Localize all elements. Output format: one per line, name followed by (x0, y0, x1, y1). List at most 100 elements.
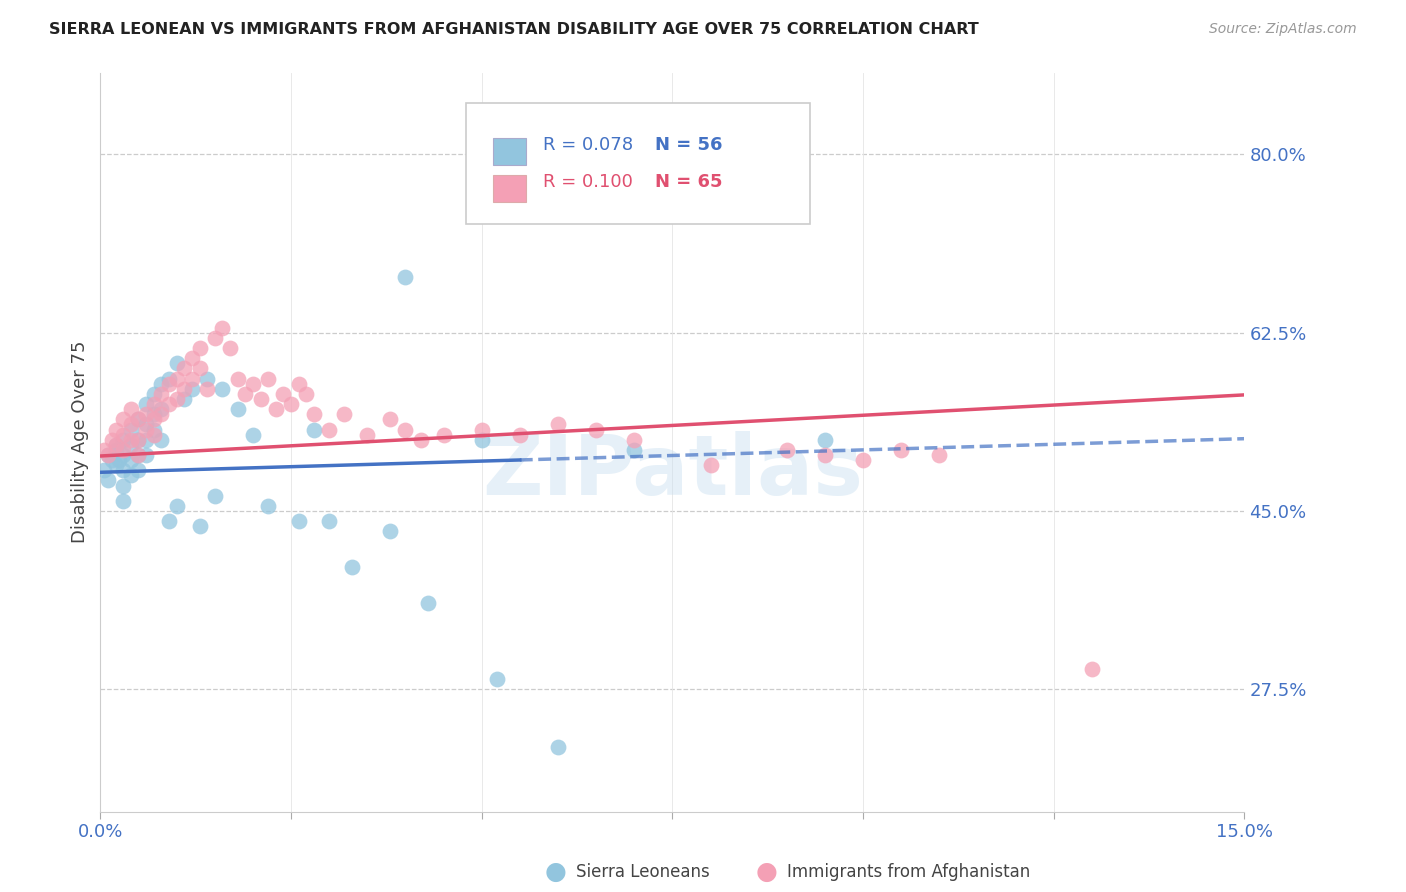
Point (135, 433, 157, 447)
Text: Sierra Leoneans: Sierra Leoneans (576, 863, 710, 881)
Point (142, 412, 165, 426)
Text: Immigrants from Afghanistan: Immigrants from Afghanistan (787, 863, 1031, 881)
Point (150, 407, 173, 421)
Point (318, 514, 340, 528)
Text: ●: ● (544, 861, 567, 884)
Point (173, 392, 195, 406)
Point (142, 397, 165, 411)
Point (1081, 662, 1104, 676)
Point (257, 371, 280, 385)
Point (127, 433, 149, 447)
Point (287, 376, 309, 391)
Point (852, 453, 875, 467)
Point (112, 433, 135, 447)
Point (127, 448, 149, 462)
Point (233, 387, 256, 401)
Point (318, 423, 340, 437)
Point (242, 376, 264, 391)
Point (623, 433, 645, 447)
Point (394, 423, 416, 437)
Point (173, 361, 195, 376)
Point (547, 740, 569, 755)
Text: R = 0.078: R = 0.078 (543, 136, 633, 154)
Point (273, 387, 295, 401)
Text: N = 65: N = 65 (655, 173, 723, 191)
Point (120, 468, 142, 483)
Point (112, 478, 135, 492)
Point (333, 407, 356, 421)
Point (157, 371, 180, 385)
Point (409, 433, 432, 447)
Point (699, 458, 721, 472)
FancyBboxPatch shape (492, 175, 526, 202)
Text: Source: ZipAtlas.com: Source: ZipAtlas.com (1209, 22, 1357, 37)
Point (295, 387, 318, 401)
Point (249, 392, 271, 406)
Point (928, 448, 950, 462)
Point (97, 474, 120, 488)
Point (97, 448, 120, 462)
Point (302, 423, 325, 437)
Point (166, 499, 188, 513)
Point (150, 376, 173, 391)
Point (135, 423, 157, 437)
Point (211, 320, 233, 334)
Point (302, 407, 325, 421)
Point (142, 423, 165, 437)
Point (120, 438, 142, 452)
Point (104, 423, 127, 437)
Point (93, 442, 115, 457)
Point (188, 361, 211, 376)
Point (776, 442, 799, 457)
Point (340, 560, 363, 574)
Y-axis label: Disability Age Over 75: Disability Age Over 75 (72, 341, 89, 543)
Point (814, 448, 837, 462)
FancyBboxPatch shape (492, 138, 526, 165)
Point (157, 376, 180, 391)
Point (195, 382, 218, 396)
Point (890, 442, 912, 457)
Point (150, 433, 173, 447)
Point (195, 371, 218, 385)
Point (211, 382, 233, 396)
Point (180, 382, 202, 396)
Point (150, 402, 173, 417)
Point (280, 397, 302, 411)
Text: R = 0.100: R = 0.100 (543, 173, 633, 191)
Point (120, 453, 142, 467)
Point (394, 269, 416, 284)
Text: ZIPatlas: ZIPatlas (482, 432, 863, 512)
Point (150, 387, 173, 401)
Point (142, 407, 165, 421)
Point (135, 397, 157, 411)
Point (509, 427, 531, 442)
Point (135, 417, 157, 432)
Point (180, 351, 202, 366)
Point (471, 433, 494, 447)
Text: SIERRA LEONEAN VS IMMIGRANTS FROM AFGHANISTAN DISABILITY AGE OVER 75 CORRELATION: SIERRA LEONEAN VS IMMIGRANTS FROM AFGHAN… (49, 22, 979, 37)
Point (127, 448, 149, 462)
Text: N = 56: N = 56 (655, 136, 723, 154)
Point (157, 397, 180, 411)
Point (485, 672, 508, 686)
Point (112, 427, 135, 442)
Point (287, 514, 309, 528)
Point (120, 423, 142, 437)
Point (93, 463, 115, 477)
Point (108, 453, 131, 467)
Point (127, 412, 149, 426)
Point (112, 493, 135, 508)
Point (142, 387, 165, 401)
Point (135, 448, 157, 462)
Point (97, 448, 120, 462)
Point (814, 433, 837, 447)
Point (204, 331, 226, 345)
Point (120, 402, 142, 417)
Point (112, 448, 135, 462)
Point (104, 442, 127, 457)
Point (120, 417, 142, 432)
Point (219, 341, 242, 355)
Point (242, 427, 264, 442)
Point (135, 407, 157, 421)
Point (112, 442, 135, 457)
